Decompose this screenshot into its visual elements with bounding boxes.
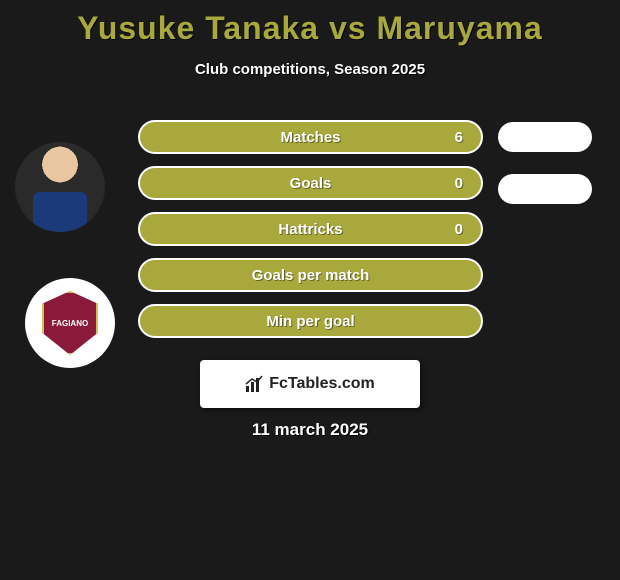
stat-value: 0: [455, 175, 463, 192]
stat-row-matches: Matches 6: [138, 120, 483, 154]
crest-icon: FAGIANO: [42, 291, 98, 355]
stat-label: Matches: [280, 129, 340, 146]
right-pill-2: [498, 174, 592, 204]
player-2-badge: FAGIANO: [25, 278, 115, 368]
stat-label: Min per goal: [266, 313, 354, 330]
stat-row-goals: Goals 0: [138, 166, 483, 200]
stat-label: Goals: [290, 175, 332, 192]
stat-value: 0: [455, 221, 463, 238]
page-title: Yusuke Tanaka vs Maruyama: [0, 0, 620, 47]
attribution-text: FcTables.com: [269, 375, 375, 393]
stat-label: Goals per match: [252, 267, 370, 284]
subtitle: Club competitions, Season 2025: [0, 61, 620, 78]
stat-row-hattricks: Hattricks 0: [138, 212, 483, 246]
stat-label: Hattricks: [278, 221, 342, 238]
date-text: 11 march 2025: [0, 420, 620, 440]
stat-row-mpg: Min per goal: [138, 304, 483, 338]
player-1-avatar: [15, 142, 105, 232]
chart-icon: [245, 375, 263, 393]
stat-row-gpm: Goals per match: [138, 258, 483, 292]
stats-block: Matches 6 Goals 0 Hattricks 0 Goals per …: [138, 120, 483, 350]
stat-value: 6: [455, 129, 463, 146]
right-pill-1: [498, 122, 592, 152]
attribution-badge: FcTables.com: [200, 360, 420, 408]
